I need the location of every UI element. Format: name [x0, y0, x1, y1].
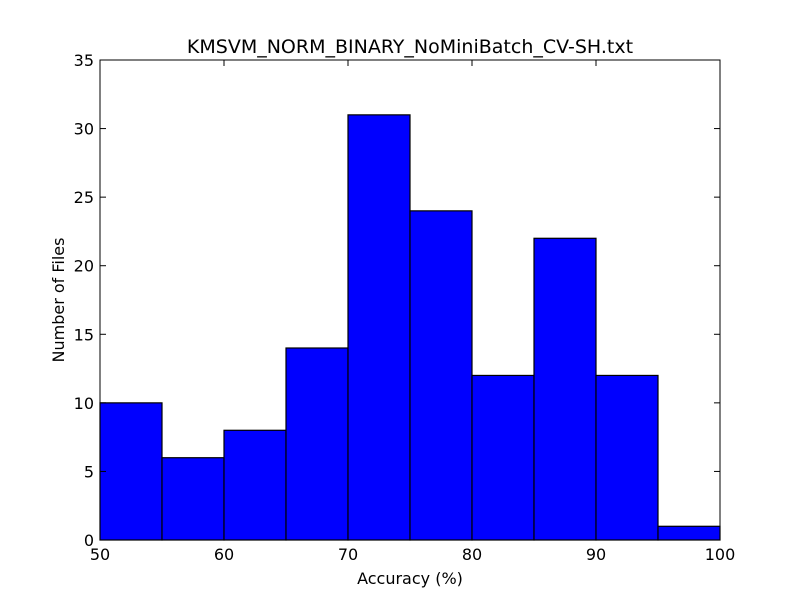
x-tick-label-90: 90	[586, 545, 606, 564]
y-tick-label-20: 20	[74, 257, 94, 276]
y-tick-label-30: 30	[74, 120, 94, 139]
y-tick-label-35: 35	[74, 51, 94, 70]
histogram-bar-95-100	[657, 525, 721, 541]
y-tick-label-10: 10	[74, 394, 94, 413]
histogram-bar-60-65	[223, 429, 287, 541]
histogram-bar-90-95	[595, 374, 659, 541]
histogram-bar-50-55	[99, 402, 163, 541]
histogram-bar-75-80	[409, 210, 473, 541]
histogram-bar-80-85	[471, 374, 535, 541]
x-tick-label-100: 100	[705, 545, 736, 564]
x-tick-label-80: 80	[462, 545, 482, 564]
plot-frame	[99, 59, 721, 541]
x-tick-label-60: 60	[214, 545, 234, 564]
y-tick-label-25: 25	[74, 188, 94, 207]
histogram-bar-85-90	[533, 237, 597, 541]
tick-labels-group: 50 60 70 80 90 100 0 5 10 15 20 25 30 35	[74, 51, 736, 564]
y-tick-label-15: 15	[74, 325, 94, 344]
y-tick-label-0: 0	[84, 531, 94, 550]
chart-title: KMSVM_NORM_BINARY_NoMiniBatch_CV-SH.txt	[187, 36, 633, 58]
y-tick-label-5: 5	[84, 462, 94, 481]
x-tick-label-50: 50	[90, 545, 110, 564]
histogram-bar-65-70	[285, 347, 349, 541]
x-tick-label-70: 70	[338, 545, 358, 564]
histogram-bar-70-75	[347, 114, 411, 541]
x-axis-label: Accuracy (%)	[357, 569, 463, 588]
histogram-bar-55-60	[161, 457, 225, 541]
bars-group	[99, 114, 721, 541]
y-axis-label: Number of Files	[49, 238, 68, 363]
